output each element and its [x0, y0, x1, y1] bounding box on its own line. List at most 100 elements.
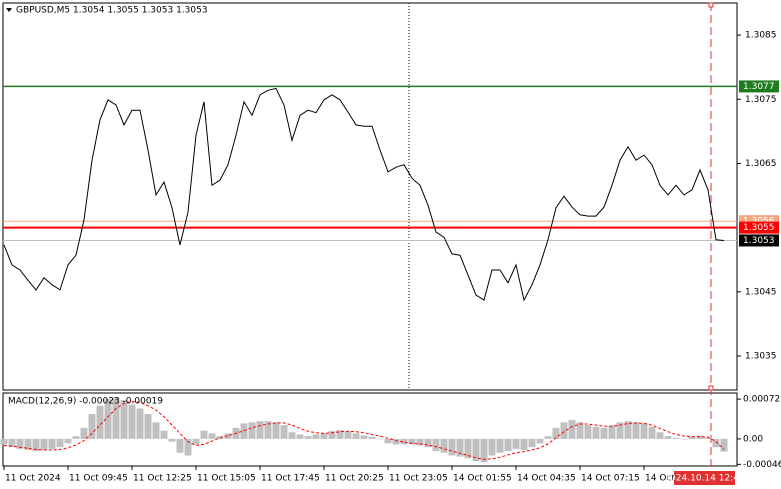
line-anchor [708, 2, 714, 8]
y-tick-label: 1.3075 [745, 95, 777, 105]
histogram-bar [16, 438, 24, 449]
signal-line [3, 400, 725, 460]
histogram-bar [384, 438, 392, 444]
histogram-bar [576, 422, 584, 439]
histogram-bar [120, 400, 128, 439]
macd-panel [2, 392, 738, 467]
x-tick-label: 11 Oct 17:45 [261, 474, 320, 484]
histogram-bar [80, 427, 88, 439]
histogram-bar [536, 438, 544, 444]
y-tick-label: 0.00072 [743, 395, 780, 405]
histogram-bar [592, 426, 600, 439]
x-tick-label: 14 Oct 07:15 [581, 474, 640, 484]
histogram-bar [504, 438, 512, 452]
histogram-bar [712, 438, 720, 448]
histogram-bar [184, 438, 192, 456]
histogram-bar [272, 422, 280, 439]
y-tick-label: 1.3085 [745, 31, 777, 41]
histogram-bar [208, 433, 216, 439]
title-icon [6, 8, 12, 12]
level-tag [739, 234, 779, 247]
histogram-bar [376, 438, 384, 440]
histogram-bar [264, 421, 272, 439]
histogram-bar [584, 425, 592, 439]
y-tick-label: 1.3045 [745, 287, 777, 297]
chart-title: GBPUSD,M5 1.3054 1.3055 1.3053 1.3053 [16, 6, 208, 16]
histogram-bar [336, 430, 344, 439]
histogram-bar [72, 436, 80, 439]
histogram-bar [144, 414, 152, 439]
time-tag-label: 2024.10.14 12:45 [664, 474, 744, 484]
x-tick-label: 11 Oct 20:25 [325, 474, 384, 484]
x-tick-label: 14 Oct [645, 474, 675, 484]
histogram-bar [88, 414, 96, 439]
y-tick-label: 1.3035 [745, 351, 777, 361]
histogram-bar [600, 427, 608, 439]
histogram-bar [624, 421, 632, 439]
histogram-bar [392, 438, 400, 445]
histogram-bar [344, 431, 352, 439]
histogram-bar [136, 408, 144, 439]
histogram-bar [688, 436, 696, 439]
histogram-bar [192, 438, 200, 445]
histogram-bar [472, 438, 480, 462]
main-panel [2, 2, 738, 391]
histogram-bar [656, 432, 664, 439]
x-tick-label: 11 Oct 12:25 [133, 474, 192, 484]
histogram-bar [24, 438, 32, 450]
histogram-bar [248, 422, 256, 439]
histogram-bar [608, 425, 616, 439]
histogram-bar [704, 437, 712, 439]
histogram-bar [296, 434, 304, 439]
histogram-bar [664, 436, 672, 439]
y-tick-label: 0.00 [743, 434, 763, 444]
histogram-bar [400, 438, 408, 445]
histogram-bar [480, 438, 488, 463]
histogram-bar [552, 427, 560, 439]
histogram-bar [696, 435, 704, 439]
histogram-bar [416, 438, 424, 446]
histogram-bar [544, 436, 552, 439]
histogram-bar [160, 430, 168, 439]
histogram-bar [8, 438, 16, 448]
x-tick-label: 11 Oct 2024 [5, 474, 61, 484]
time-tag [674, 471, 735, 485]
histogram-bar [240, 423, 248, 439]
histogram-bar [152, 422, 160, 439]
level-tag [739, 80, 779, 93]
macd-title: MACD(12,26,9) -0.00023 -0.00019 [8, 397, 163, 407]
histogram-bar [496, 438, 504, 453]
x-tick-label: 11 Oct 09:45 [69, 474, 128, 484]
histogram-bar [328, 431, 336, 439]
histogram-bar [488, 438, 496, 456]
histogram-bar [352, 433, 360, 439]
level-tag-label: 1.3077 [743, 82, 775, 92]
histogram-bar [104, 399, 112, 439]
x-tick-label: 11 Oct 23:05 [389, 474, 448, 484]
histogram-bar [672, 437, 680, 439]
histogram-bar [288, 432, 296, 439]
level-tag-label: 1.3053 [743, 236, 775, 246]
histogram-bar [224, 433, 232, 439]
x-tick-label: 14 Oct 04:35 [517, 474, 576, 484]
histogram-bar [48, 438, 56, 449]
histogram-bar [56, 438, 64, 448]
histogram-bar [168, 438, 176, 442]
histogram-bar [128, 404, 136, 439]
histogram-bar [528, 438, 536, 448]
histogram-bar [64, 438, 72, 444]
histogram-bar [176, 438, 184, 453]
histogram-bar [112, 397, 120, 439]
histogram-bar [632, 422, 640, 439]
line-anchor [708, 385, 714, 391]
histogram-bar [32, 438, 40, 452]
histogram-bar [648, 426, 656, 439]
histogram-bar [280, 425, 288, 439]
histogram-bar [560, 422, 568, 439]
histogram-bar [200, 430, 208, 439]
histogram-bar [408, 438, 416, 445]
price-line [3, 87, 725, 302]
histogram-bar [512, 438, 520, 449]
